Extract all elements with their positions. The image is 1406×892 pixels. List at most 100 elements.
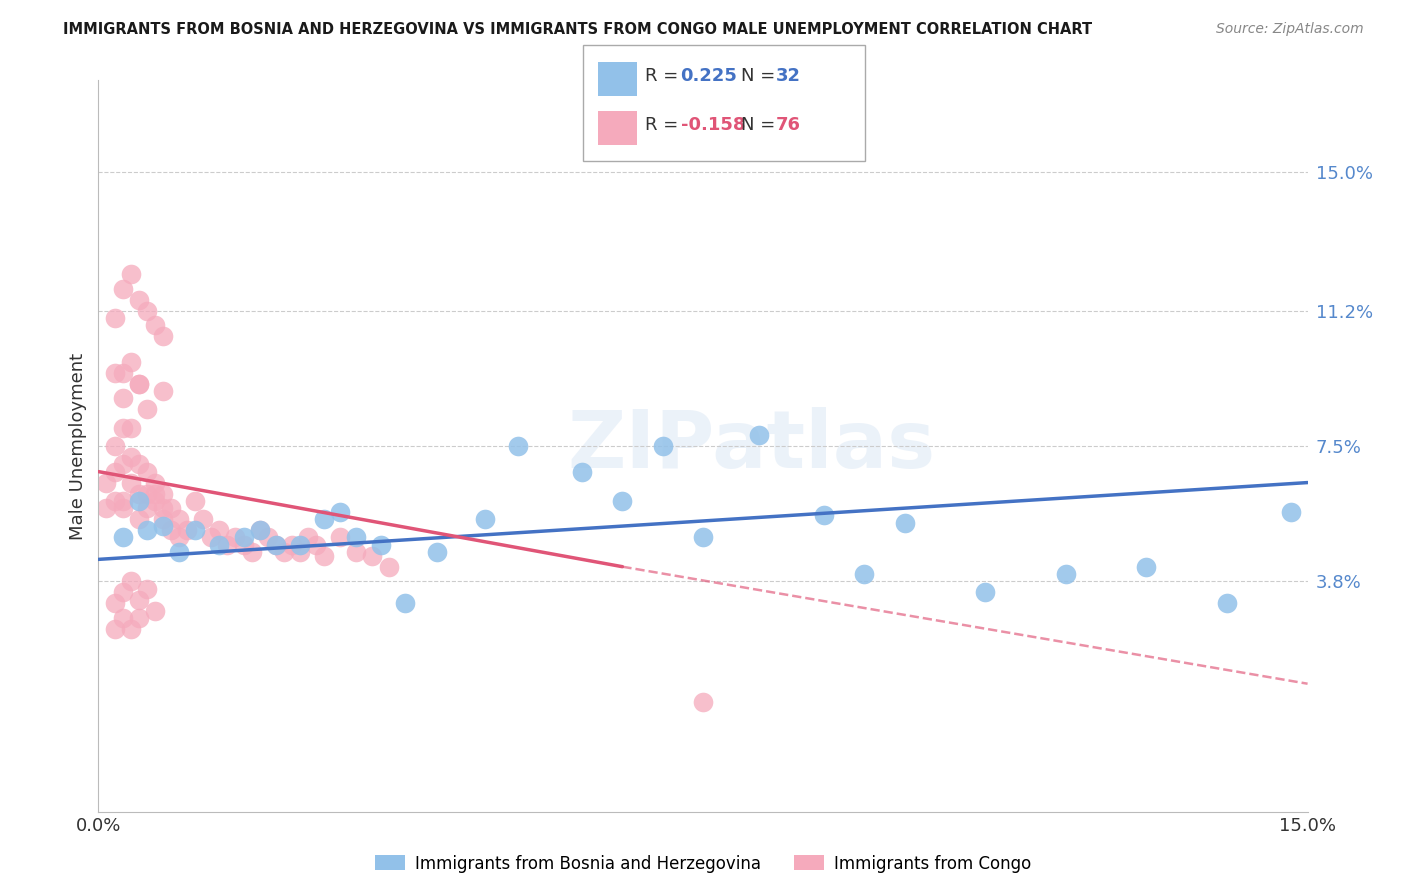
Text: R =: R = bbox=[645, 67, 685, 85]
Point bbox=[426, 545, 449, 559]
Point bbox=[232, 538, 254, 552]
Text: Source: ZipAtlas.com: Source: ZipAtlas.com bbox=[1216, 22, 1364, 37]
Point bbox=[160, 501, 183, 516]
Point bbox=[135, 402, 157, 417]
Point bbox=[111, 366, 134, 380]
Point bbox=[128, 592, 150, 607]
Point bbox=[96, 501, 118, 516]
Point bbox=[128, 293, 150, 307]
Point bbox=[974, 585, 997, 599]
Point bbox=[103, 622, 125, 636]
Point bbox=[1216, 596, 1239, 610]
Point bbox=[288, 545, 311, 559]
Point bbox=[314, 512, 336, 526]
Point bbox=[103, 311, 125, 326]
Point bbox=[111, 392, 134, 406]
Point bbox=[135, 523, 157, 537]
Point bbox=[893, 516, 915, 530]
Point bbox=[240, 545, 263, 559]
Point bbox=[208, 523, 231, 537]
Text: 76: 76 bbox=[776, 116, 801, 134]
Point bbox=[128, 376, 150, 391]
Point bbox=[152, 501, 174, 516]
Point bbox=[167, 545, 190, 559]
Point bbox=[135, 582, 157, 596]
Point bbox=[135, 465, 157, 479]
Point bbox=[103, 465, 125, 479]
Point bbox=[120, 622, 142, 636]
Text: 0.225: 0.225 bbox=[681, 67, 737, 85]
Text: IMMIGRANTS FROM BOSNIA AND HERZEGOVINA VS IMMIGRANTS FROM CONGO MALE UNEMPLOYMEN: IMMIGRANTS FROM BOSNIA AND HERZEGOVINA V… bbox=[63, 22, 1092, 37]
Point bbox=[103, 439, 125, 453]
Point bbox=[224, 530, 246, 544]
Point bbox=[692, 695, 714, 709]
Point bbox=[232, 530, 254, 544]
Point bbox=[281, 538, 304, 552]
Text: R =: R = bbox=[645, 116, 685, 134]
Text: N =: N = bbox=[741, 116, 780, 134]
Point bbox=[249, 523, 271, 537]
Text: 32: 32 bbox=[776, 67, 801, 85]
Legend: Immigrants from Bosnia and Herzegovina, Immigrants from Congo: Immigrants from Bosnia and Herzegovina, … bbox=[368, 848, 1038, 880]
Point bbox=[264, 538, 287, 552]
Point bbox=[167, 512, 190, 526]
Point bbox=[152, 486, 174, 500]
Point bbox=[120, 267, 142, 281]
Point bbox=[474, 512, 496, 526]
Point bbox=[135, 303, 157, 318]
Point bbox=[193, 512, 215, 526]
Point bbox=[344, 530, 367, 544]
Point bbox=[748, 428, 770, 442]
Point bbox=[305, 538, 328, 552]
Point bbox=[288, 538, 311, 552]
Point bbox=[96, 475, 118, 490]
Point bbox=[853, 567, 876, 582]
Point bbox=[256, 530, 278, 544]
Point bbox=[103, 366, 125, 380]
Point bbox=[1281, 505, 1303, 519]
Point bbox=[143, 494, 166, 508]
Point bbox=[128, 611, 150, 625]
Point bbox=[506, 439, 529, 453]
Point bbox=[377, 559, 399, 574]
Point bbox=[111, 282, 134, 296]
Point bbox=[128, 457, 150, 471]
Point bbox=[651, 439, 673, 453]
Point bbox=[152, 512, 174, 526]
Point bbox=[120, 355, 142, 369]
Point bbox=[128, 376, 150, 391]
Point bbox=[1135, 559, 1157, 574]
Point bbox=[264, 538, 287, 552]
Point bbox=[176, 523, 198, 537]
Point bbox=[111, 530, 134, 544]
Point bbox=[314, 549, 336, 563]
Point bbox=[111, 457, 134, 471]
Point bbox=[152, 519, 174, 533]
Point bbox=[111, 585, 134, 599]
Point bbox=[135, 501, 157, 516]
Point bbox=[361, 549, 384, 563]
Point bbox=[111, 611, 134, 625]
Point bbox=[813, 508, 835, 523]
Text: N =: N = bbox=[741, 67, 780, 85]
Point bbox=[128, 494, 150, 508]
Point bbox=[120, 574, 142, 589]
Point bbox=[184, 523, 207, 537]
Point bbox=[120, 475, 142, 490]
Point bbox=[217, 538, 239, 552]
Point bbox=[143, 318, 166, 333]
Point bbox=[120, 421, 142, 435]
Point bbox=[111, 494, 134, 508]
Point bbox=[160, 523, 183, 537]
Point bbox=[571, 465, 593, 479]
Point bbox=[612, 494, 634, 508]
Point bbox=[103, 596, 125, 610]
Point bbox=[152, 329, 174, 343]
Point bbox=[143, 603, 166, 617]
Point bbox=[273, 545, 295, 559]
Point bbox=[103, 494, 125, 508]
Point bbox=[143, 486, 166, 500]
Point bbox=[135, 486, 157, 500]
Point bbox=[120, 450, 142, 464]
Point bbox=[128, 486, 150, 500]
